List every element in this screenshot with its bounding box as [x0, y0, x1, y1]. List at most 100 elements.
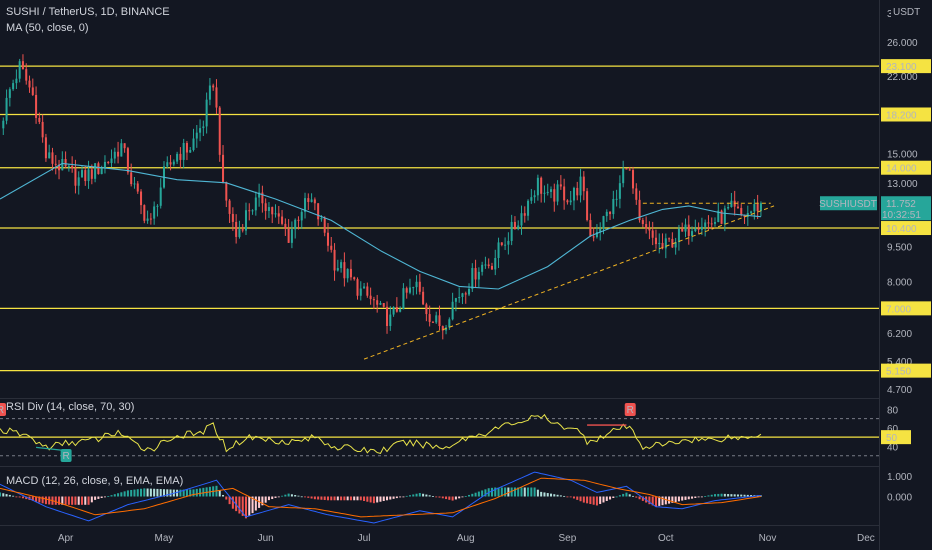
- candle-body[interactable]: [530, 197, 533, 201]
- candle-body[interactable]: [58, 164, 61, 171]
- candle-body[interactable]: [500, 242, 503, 245]
- candle-body[interactable]: [579, 176, 582, 196]
- candle-body[interactable]: [21, 61, 24, 70]
- candle-body[interactable]: [638, 199, 641, 221]
- candle-body[interactable]: [343, 262, 346, 279]
- candle-body[interactable]: [369, 295, 372, 300]
- candle-body[interactable]: [599, 228, 602, 232]
- candle-body[interactable]: [651, 230, 654, 238]
- candle-body[interactable]: [44, 137, 47, 159]
- candle-body[interactable]: [674, 242, 677, 248]
- candle-body[interactable]: [622, 168, 625, 184]
- candle-body[interactable]: [333, 249, 336, 271]
- candle-body[interactable]: [244, 210, 248, 231]
- candle-body[interactable]: [382, 303, 385, 307]
- candle-body[interactable]: [156, 205, 159, 207]
- candle-body[interactable]: [349, 268, 352, 278]
- candle-body[interactable]: [8, 89, 11, 98]
- candle-body[interactable]: [563, 186, 566, 201]
- candle-body[interactable]: [418, 281, 421, 292]
- candle-body[interactable]: [235, 221, 238, 237]
- candle-body[interactable]: [67, 165, 70, 167]
- candle-body[interactable]: [536, 177, 539, 196]
- candle-body[interactable]: [71, 165, 74, 169]
- candle-body[interactable]: [543, 192, 546, 194]
- candle-body[interactable]: [618, 183, 621, 199]
- candle-body[interactable]: [566, 200, 569, 203]
- candle-body[interactable]: [110, 158, 113, 164]
- candle-body[interactable]: [80, 170, 84, 178]
- candle-body[interactable]: [113, 151, 116, 159]
- candle-body[interactable]: [254, 197, 257, 211]
- candle-body[interactable]: [425, 304, 428, 315]
- candle-body[interactable]: [97, 163, 100, 175]
- trendline[interactable]: [363, 205, 775, 360]
- candle-body[interactable]: [159, 187, 162, 206]
- candle-body[interactable]: [202, 126, 205, 129]
- candle-body[interactable]: [664, 238, 667, 249]
- candle-body[interactable]: [284, 223, 287, 229]
- candle-body[interactable]: [90, 169, 93, 179]
- candle-body[interactable]: [727, 207, 730, 209]
- candle-body[interactable]: [625, 168, 628, 170]
- candle-body[interactable]: [195, 132, 198, 139]
- candle-body[interactable]: [723, 208, 726, 224]
- candle-body[interactable]: [205, 99, 208, 127]
- candle-body[interactable]: [743, 215, 746, 217]
- candle-body[interactable]: [326, 232, 330, 246]
- candle-body[interactable]: [215, 87, 218, 108]
- candle-body[interactable]: [41, 121, 44, 138]
- candle-body[interactable]: [386, 306, 389, 327]
- candle-body[interactable]: [51, 152, 54, 164]
- candle-body[interactable]: [248, 210, 251, 212]
- candle-body[interactable]: [484, 264, 487, 266]
- candle-body[interactable]: [222, 154, 225, 183]
- candle-body[interactable]: [199, 128, 202, 133]
- candle-body[interactable]: [274, 213, 277, 215]
- candle-body[interactable]: [668, 238, 671, 240]
- candle-body[interactable]: [730, 200, 733, 208]
- candle-body[interactable]: [527, 200, 530, 216]
- candle-body[interactable]: [317, 203, 320, 220]
- candle-body[interactable]: [123, 143, 126, 149]
- candle-body[interactable]: [661, 242, 664, 249]
- candle-body[interactable]: [586, 191, 589, 221]
- trendlines[interactable]: [363, 202, 775, 360]
- candle-body[interactable]: [605, 211, 608, 217]
- candle-body[interactable]: [5, 97, 8, 121]
- candle-body[interactable]: [192, 138, 195, 150]
- candle-body[interactable]: [172, 161, 175, 165]
- candle-body[interactable]: [117, 151, 120, 157]
- candle-body[interactable]: [264, 203, 267, 211]
- candle-body[interactable]: [304, 198, 307, 212]
- candle-body[interactable]: [569, 200, 572, 203]
- candle-body[interactable]: [441, 326, 444, 331]
- candle-body[interactable]: [546, 191, 549, 193]
- candle-body[interactable]: [251, 210, 254, 212]
- candle-body[interactable]: [602, 216, 605, 229]
- candle-body[interactable]: [631, 170, 635, 189]
- candle-body[interactable]: [300, 211, 303, 221]
- candle-body[interactable]: [494, 257, 497, 270]
- candle-body[interactable]: [392, 307, 395, 315]
- candle-body[interactable]: [353, 277, 356, 280]
- candle-body[interactable]: [461, 293, 464, 297]
- candle-body[interactable]: [297, 219, 300, 221]
- candle-body[interactable]: [395, 307, 398, 312]
- rsi-signal-badge[interactable]: [60, 449, 72, 462]
- candle-body[interactable]: [510, 221, 513, 241]
- candle-body[interactable]: [143, 205, 146, 221]
- candle-body[interactable]: [84, 170, 87, 182]
- candle-body[interactable]: [609, 211, 612, 215]
- candle-body[interactable]: [336, 268, 339, 271]
- candle-body[interactable]: [507, 240, 510, 245]
- candle-body[interactable]: [533, 195, 536, 198]
- candle-body[interactable]: [77, 177, 80, 186]
- candle-body[interactable]: [431, 321, 434, 323]
- candle-body[interactable]: [435, 315, 438, 323]
- candle-body[interactable]: [451, 301, 454, 320]
- candle-body[interactable]: [487, 264, 490, 267]
- candle-body[interactable]: [645, 224, 648, 229]
- candle-body[interactable]: [504, 244, 507, 246]
- candle-body[interactable]: [218, 107, 221, 155]
